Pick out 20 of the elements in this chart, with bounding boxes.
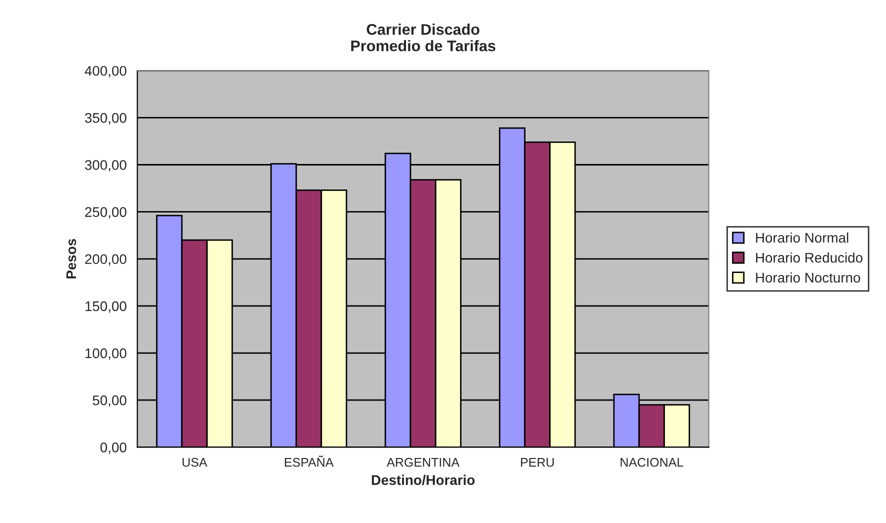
chart-title: Carrier Discado Promedio de Tarifas bbox=[351, 24, 496, 52]
x-tick-label: NACIONAL bbox=[620, 458, 684, 467]
y-tick-label: 100,00 bbox=[85, 348, 126, 360]
x-tick-label: PERU bbox=[521, 458, 554, 467]
legend-label: Horario Nocturno bbox=[756, 272, 860, 283]
y-tick-label: 50,00 bbox=[92, 395, 126, 407]
legend-label: Horario Normal bbox=[756, 232, 848, 243]
y-tick-label: 400,00 bbox=[84, 66, 126, 78]
y-tick-label: 250,00 bbox=[85, 207, 126, 219]
y-tick-label: 0,00 bbox=[100, 442, 126, 454]
legend-label: Horario Reducido bbox=[756, 252, 862, 263]
y-tick-label: 150,00 bbox=[85, 301, 126, 313]
y-axis-title: Pesos bbox=[66, 238, 76, 278]
x-tick-label: ESPAÑA bbox=[284, 456, 334, 467]
y-tick-label: 350,00 bbox=[84, 113, 126, 124]
x-tick-label: USA bbox=[182, 458, 208, 467]
y-tick-label: 200,00 bbox=[85, 254, 126, 266]
x-axis-title: Destino/Horario bbox=[372, 474, 475, 486]
x-tick-label: ARGENTINA bbox=[386, 458, 460, 467]
y-tick-label: 300,00 bbox=[84, 160, 126, 172]
